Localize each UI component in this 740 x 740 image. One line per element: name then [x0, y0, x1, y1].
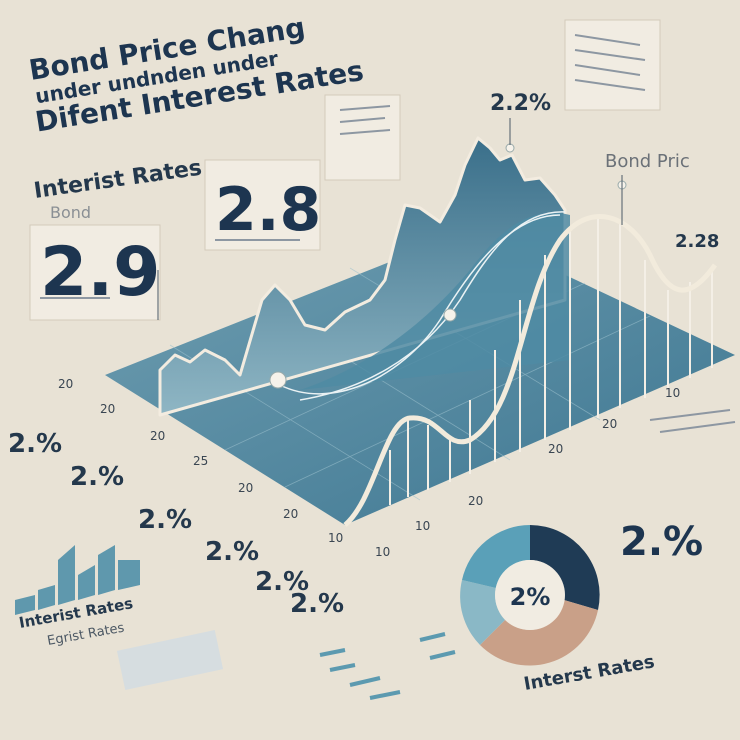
left-label: 2.%: [205, 537, 259, 567]
right-value: 2.%: [620, 519, 703, 565]
card-value: 2.8: [215, 175, 321, 245]
callout: Bond Pric: [605, 151, 690, 172]
middle-wave: [300, 212, 570, 390]
front-wave: [343, 213, 718, 527]
axis-label: 20: [602, 417, 617, 431]
card-sublabel: Bond: [50, 203, 91, 222]
axis-label: 25: [193, 454, 208, 468]
axis-label: 20: [150, 429, 165, 443]
axis-label: 20: [468, 494, 483, 508]
axis-label: 10: [328, 531, 343, 545]
card-label: Interist Rates: [32, 156, 203, 204]
callout: 2.28: [675, 231, 719, 252]
mini-bars: [15, 545, 140, 615]
axis-label: 20: [283, 507, 298, 521]
list-lines: [319, 632, 456, 700]
callout: 2.2%: [490, 91, 551, 116]
axis-labels: 20 20 20 25 20 20 10 10 10 20 20 20 10: [58, 377, 680, 559]
axis-label: 10: [375, 545, 390, 559]
axis-label: 20: [548, 442, 563, 456]
axis-label: 20: [100, 402, 115, 416]
donut-label: 2%: [510, 583, 551, 611]
surface-floor: [105, 230, 735, 525]
leader-lines: [157, 118, 623, 320]
left-label: 2.%: [70, 462, 124, 492]
axis-label: 10: [665, 386, 680, 400]
mini-panel: [116, 630, 224, 690]
text-lines: [40, 34, 736, 433]
axis-label: 20: [58, 377, 73, 391]
curves: [279, 211, 566, 401]
back-ridge: [158, 136, 567, 417]
axis-label: 10: [415, 519, 430, 533]
title-group: Bond Price Chang under undnden under Dif…: [27, 11, 366, 139]
card-value: 2.9: [40, 233, 160, 312]
axis-label: 20: [238, 481, 253, 495]
left-label: 2.%: [255, 567, 309, 597]
left-label: 2.%: [290, 589, 344, 619]
left-label: 2.%: [8, 429, 62, 459]
front-bars: [389, 216, 713, 505]
donut: [460, 525, 600, 666]
left-label: 2.%: [138, 505, 192, 535]
